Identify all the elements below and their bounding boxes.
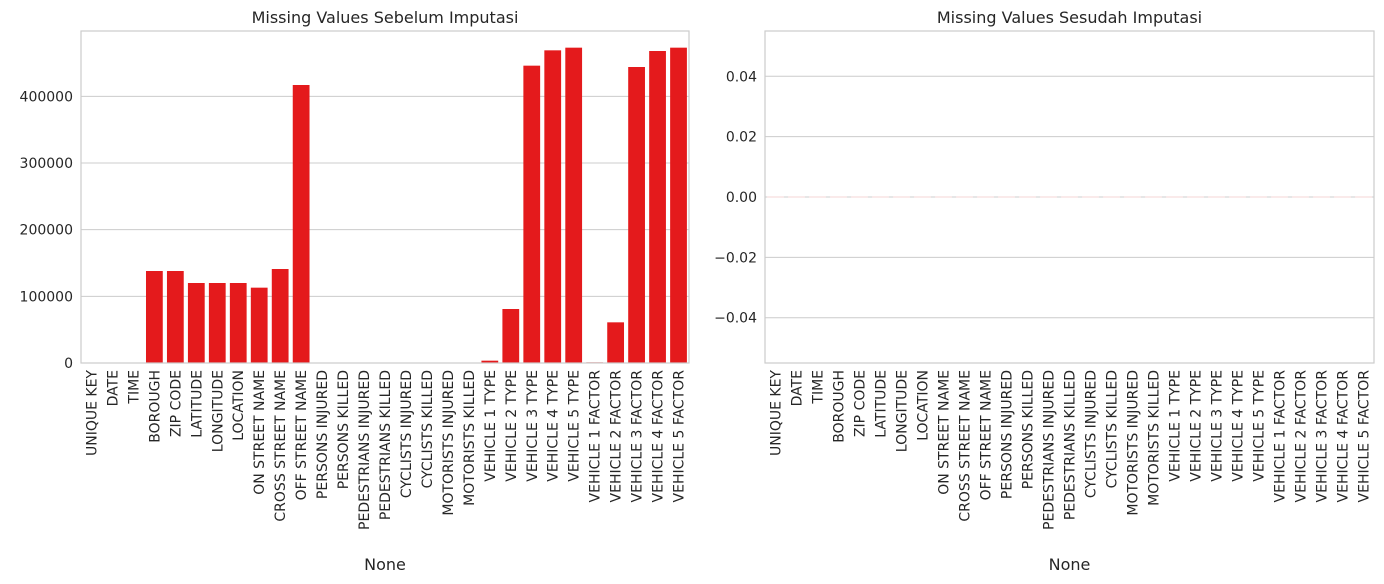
y-tick-label: 200000: [20, 223, 73, 239]
x-tick-label: OFF STREET NAME: [979, 370, 995, 500]
chart-title: Missing Values Sesudah Imputasi: [937, 8, 1202, 27]
x-axis-label: None: [364, 555, 406, 574]
x-tick-label: VEHICLE 5 FACTOR: [672, 370, 688, 503]
x-tick-label: VEHICLE 1 TYPE: [483, 370, 499, 482]
bar-7: [229, 283, 247, 363]
x-tick-label: VEHICLE 3 FACTOR: [1315, 370, 1331, 503]
x-tick-label: MOTORISTS KILLED: [1147, 370, 1163, 506]
x-tick-label: PERSONS INJURED: [1000, 370, 1016, 499]
x-tick-label: VEHICLE 4 FACTOR: [1336, 370, 1352, 503]
x-tick-label: ON STREET NAME: [252, 370, 268, 495]
bar-4: [166, 271, 184, 363]
y-tick-label: −0.04: [714, 311, 757, 327]
bar-21: [523, 65, 541, 364]
axes-frame: [764, 30, 1375, 364]
x-tick-label: VEHICLE 5 TYPE: [1252, 370, 1268, 482]
x-tick-label: VEHICLE 4 FACTOR: [651, 370, 667, 503]
bar-3: [145, 271, 163, 363]
x-tick-label: MOTORISTS KILLED: [462, 370, 478, 506]
x-tick-label: CYCLISTS INJURED: [1084, 370, 1100, 498]
bar-5: [187, 283, 205, 363]
y-tick-label: 0.02: [726, 130, 757, 146]
bar-20: [502, 309, 520, 363]
bar-27: [649, 51, 666, 363]
x-tick-label: CYCLISTS KILLED: [1105, 370, 1121, 488]
bar-28: [670, 47, 687, 364]
x-tick-label: PERSONS INJURED: [315, 370, 331, 499]
x-tick-label: VEHICLE 3 TYPE: [525, 370, 541, 482]
bar-8: [250, 287, 268, 363]
chart-before-imputation: 0 100000 200000 300000 400000 UNIQUE KEY DATE T…: [20, 8, 690, 574]
x-tick-label: PEDESTRIANS KILLED: [378, 370, 394, 520]
x-tick-label: PERSONS KILLED: [1021, 370, 1037, 489]
x-tick-label: OFF STREET NAME: [294, 370, 310, 500]
x-tick-label: PEDESTRIANS KILLED: [1063, 370, 1079, 520]
bar-19: [481, 360, 499, 363]
x-tick-label: UNIQUE KEY: [769, 370, 785, 456]
x-tick-label: PEDESTRIANS INJURED: [357, 370, 373, 530]
x-tick-label: VEHICLE 4 TYPE: [546, 370, 562, 482]
y-tick-label: 0.04: [726, 69, 757, 85]
y-tick-label: 400000: [20, 89, 73, 105]
x-tick-label: UNIQUE KEY: [84, 370, 100, 456]
chart-after-imputation: −0.04 −0.02 0.00 0.02 0.04 UNIQUE KEY DATE TIME…: [714, 8, 1375, 574]
x-tick-label: LOCATION: [916, 370, 932, 441]
x-tick-label: CYCLISTS INJURED: [399, 370, 415, 498]
x-tick-label: VEHICLE 2 FACTOR: [1294, 370, 1310, 503]
x-tick-label: LOCATION: [231, 370, 247, 441]
x-tick-label: PEDESTRIANS INJURED: [1042, 370, 1058, 530]
y-tick-label: 0.00: [726, 190, 757, 206]
x-tick-label: VEHICLE 5 FACTOR: [1357, 370, 1373, 503]
x-tick-label: CYCLISTS KILLED: [420, 370, 436, 488]
x-tick-label: TIME: [811, 370, 827, 405]
x-tick-label: TIME: [126, 370, 142, 405]
bar-9: [271, 269, 289, 363]
x-tick-label: VEHICLE 3 TYPE: [1210, 370, 1226, 482]
x-tick-label: VEHICLE 4 TYPE: [1231, 370, 1247, 482]
x-tick-label: LONGITUDE: [210, 370, 226, 452]
y-tick-label: −0.02: [714, 250, 757, 266]
x-tick-label: ZIP CODE: [853, 370, 869, 437]
bar-10: [292, 85, 310, 363]
x-tick-label: VEHICLE 3 FACTOR: [630, 370, 646, 503]
y-tick-label: 0: [64, 356, 73, 372]
x-tick-label: VEHICLE 1 FACTOR: [588, 370, 604, 503]
y-tick-label: 100000: [20, 289, 73, 305]
x-tick-label: ON STREET NAME: [937, 370, 953, 495]
x-tick-label: LONGITUDE: [895, 370, 911, 452]
x-tick-label: CROSS STREET NAME: [958, 370, 974, 522]
axes-frame: [80, 30, 690, 364]
y-tick-label: 300000: [20, 156, 73, 172]
x-tick-label: LATITUDE: [189, 370, 205, 438]
x-tick-label: MOTORISTS INJURED: [1126, 370, 1142, 516]
x-tick-label: LATITUDE: [874, 370, 890, 438]
x-tick-label: ZIP CODE: [168, 370, 184, 437]
x-tick-label: DATE: [790, 370, 806, 406]
x-tick-label: VEHICLE 5 TYPE: [567, 370, 583, 482]
x-tick-label: DATE: [105, 370, 121, 406]
bar-25: [607, 322, 625, 363]
x-tick-label: BOROUGH: [832, 370, 848, 443]
x-tick-label: PERSONS KILLED: [336, 370, 352, 489]
x-tick-label: VEHICLE 2 TYPE: [1189, 370, 1205, 482]
x-tick-label: MOTORISTS INJURED: [441, 370, 457, 516]
x-tick-label: VEHICLE 2 FACTOR: [609, 370, 625, 503]
bar-22: [544, 50, 562, 363]
bar-6: [208, 283, 226, 363]
bar-23: [565, 47, 583, 364]
x-tick-label: VEHICLE 1 TYPE: [1168, 370, 1184, 482]
x-tick-label: BOROUGH: [147, 370, 163, 443]
x-tick-label: CROSS STREET NAME: [273, 370, 289, 522]
x-tick-label: VEHICLE 2 TYPE: [504, 370, 520, 482]
x-axis-label: None: [1049, 555, 1091, 574]
bar-26: [628, 67, 645, 363]
x-tick-label: VEHICLE 1 FACTOR: [1273, 370, 1289, 503]
chart-title: Missing Values Sebelum Imputasi: [252, 8, 519, 27]
